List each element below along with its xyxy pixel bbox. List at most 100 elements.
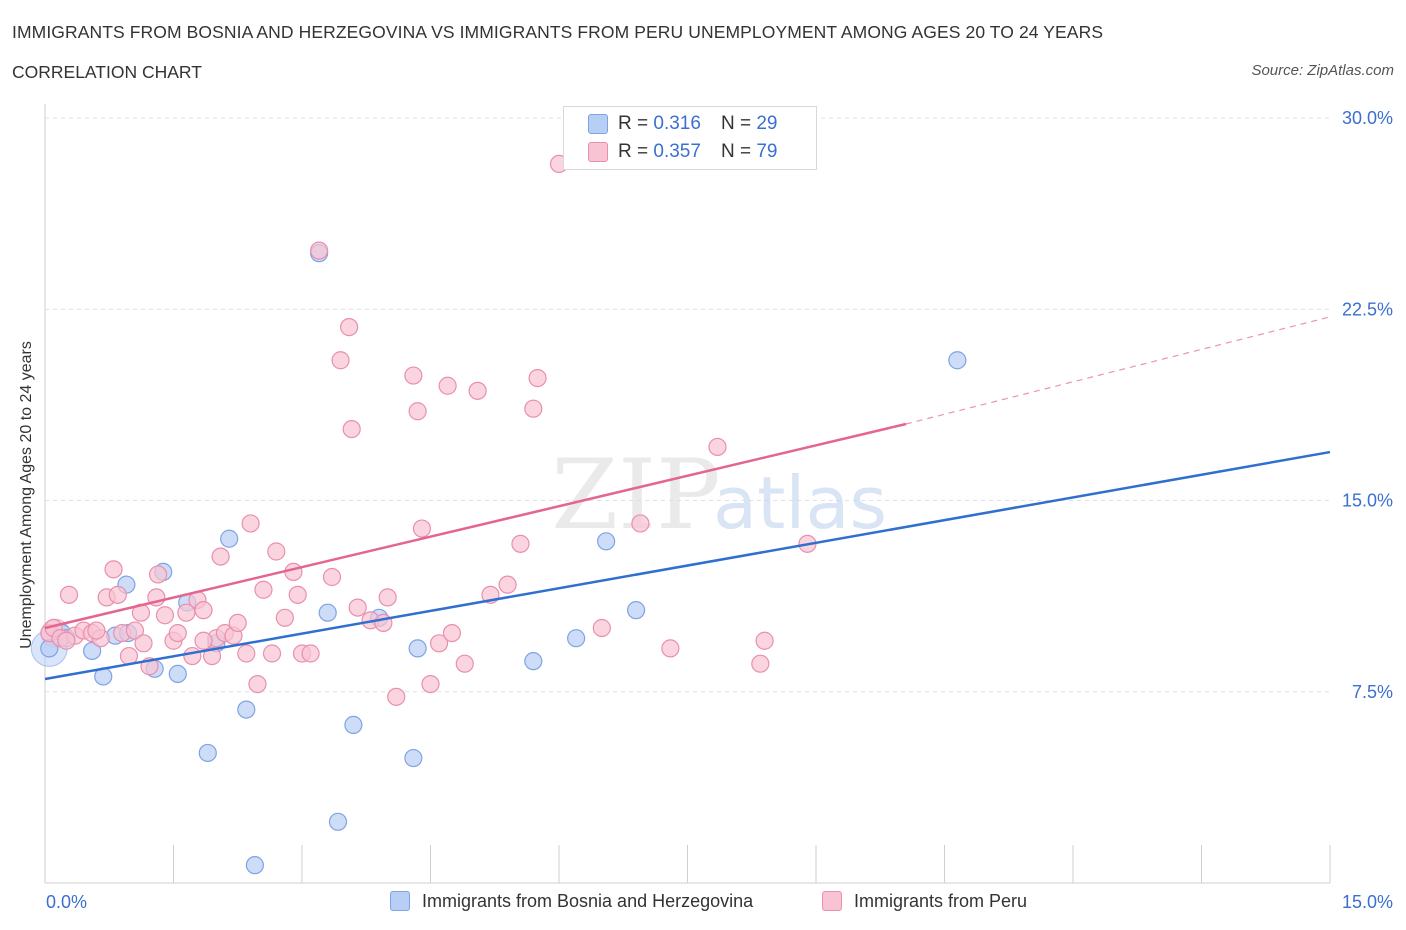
peru-point bbox=[498, 575, 517, 594]
legend-item-peru: Immigrants from Peru bbox=[822, 889, 1027, 913]
bosnia-point bbox=[168, 664, 187, 684]
peru-point bbox=[202, 646, 222, 666]
gridlines bbox=[45, 117, 1330, 693]
peru-point bbox=[194, 631, 213, 650]
peru-point bbox=[322, 567, 342, 587]
peru-point bbox=[631, 514, 650, 533]
bosnia-point bbox=[237, 700, 256, 719]
peru-point bbox=[468, 381, 487, 400]
peru-point bbox=[661, 639, 680, 658]
peru-point bbox=[134, 634, 153, 653]
bosnia-point bbox=[198, 743, 217, 763]
peru-point bbox=[442, 623, 462, 643]
chart-title: IMMIGRANTS FROM BOSNIA AND HERZEGOVINA V… bbox=[12, 22, 1104, 42]
n-label: N = bbox=[720, 141, 752, 162]
bosnia-point bbox=[404, 748, 423, 768]
peru-point bbox=[87, 621, 106, 640]
chart-subtitle: CORRELATION CHART bbox=[12, 62, 202, 82]
peru-point bbox=[57, 631, 76, 650]
bosnia-legend-swatch bbox=[390, 891, 410, 911]
peru-trend-line bbox=[44, 422, 907, 630]
peru-point bbox=[284, 562, 303, 582]
peru-point bbox=[59, 585, 79, 604]
watermark-atlas: atlas bbox=[713, 461, 887, 545]
legend-item-bosnia: Immigrants from Bosnia and Herzegovina bbox=[390, 889, 753, 913]
bosnia-point bbox=[567, 629, 586, 648]
peru-point bbox=[310, 241, 329, 260]
tick-labels: 7.5% 15.0% 22.5% 30.0% 0.0% 15.0% bbox=[46, 108, 1393, 912]
peru-point bbox=[248, 674, 267, 694]
peru-point bbox=[331, 351, 350, 370]
bosnia-trend-line bbox=[44, 450, 1331, 681]
bosnia-point bbox=[318, 603, 337, 622]
peru-point bbox=[168, 623, 187, 643]
y-axis-label: Unemployment Among Ages 20 to 24 years bbox=[18, 341, 35, 649]
bosnia-point bbox=[245, 856, 264, 875]
x-tick-label-max: 15.0% bbox=[1342, 892, 1393, 912]
peru-point bbox=[262, 644, 282, 663]
y-tick-label: 15.0% bbox=[1342, 491, 1393, 511]
r-label: R = bbox=[618, 113, 649, 134]
peru-point bbox=[708, 437, 727, 457]
y-tick-label: 22.5% bbox=[1342, 299, 1393, 319]
r-label: R = bbox=[618, 141, 649, 162]
n-value-bosnia: 29 bbox=[756, 113, 778, 134]
peru-point bbox=[412, 519, 432, 538]
bosnia-point bbox=[597, 532, 616, 551]
peru-point bbox=[211, 547, 230, 566]
peru-point bbox=[404, 366, 423, 385]
peru-point bbox=[429, 634, 449, 653]
correlation-legend: R = 0.316 N = 29 R = 0.357 N = 79 bbox=[563, 106, 817, 170]
peru-point bbox=[148, 565, 168, 584]
n-value-peru: 79 bbox=[756, 141, 778, 162]
scatter-points bbox=[30, 129, 967, 875]
peru-point bbox=[155, 606, 175, 625]
peru-point bbox=[378, 588, 397, 607]
peru-point bbox=[348, 598, 367, 617]
bosnia-point bbox=[524, 652, 543, 671]
peru-point bbox=[342, 420, 361, 439]
peru-point bbox=[194, 601, 213, 620]
peru-point bbox=[104, 560, 123, 579]
y-tick-label: 7.5% bbox=[1352, 682, 1393, 702]
source-label: Source: ZipAtlas.com bbox=[1251, 62, 1394, 79]
peru-point bbox=[237, 644, 256, 663]
peru-swatch bbox=[588, 142, 608, 162]
bosnia-point bbox=[83, 641, 102, 661]
peru-point bbox=[254, 580, 273, 599]
bosnia-point bbox=[408, 639, 427, 658]
peru-point bbox=[408, 402, 427, 421]
peru-point bbox=[421, 674, 440, 694]
r-value-peru: 0.357 bbox=[653, 141, 701, 162]
peru-point bbox=[183, 646, 202, 666]
peru-point bbox=[387, 687, 406, 706]
peru-point bbox=[301, 644, 320, 663]
peru-point bbox=[438, 376, 457, 395]
peru-point bbox=[592, 618, 611, 638]
peru-legend-label: Immigrants from Peru bbox=[854, 890, 1028, 911]
peru-point bbox=[528, 369, 547, 388]
trend-lines bbox=[44, 316, 1331, 681]
legend-row-bosnia: R = 0.316 N = 29 bbox=[588, 113, 777, 135]
y-tick-label: 30.0% bbox=[1342, 108, 1393, 128]
watermark: ZIP atlas bbox=[551, 439, 887, 551]
bosnia-legend-label: Immigrants from Bosnia and Herzegovina bbox=[422, 890, 754, 911]
peru-point bbox=[275, 608, 294, 627]
peru-point bbox=[455, 654, 474, 673]
x-tick-label-min: 0.0% bbox=[46, 892, 87, 912]
n-label: N = bbox=[720, 113, 752, 134]
axes bbox=[44, 104, 1331, 884]
peru-point bbox=[751, 654, 770, 673]
peru-point bbox=[511, 534, 530, 553]
bosnia-point bbox=[948, 351, 967, 370]
peru-point bbox=[241, 514, 260, 533]
legend-row-peru: R = 0.357 N = 79 bbox=[588, 141, 777, 163]
peru-point bbox=[108, 585, 127, 604]
bosnia-point bbox=[626, 601, 646, 620]
peru-point bbox=[125, 621, 145, 640]
peru-point bbox=[267, 542, 286, 561]
peru-point bbox=[340, 318, 359, 337]
peru-point bbox=[524, 399, 543, 418]
peru-point bbox=[755, 631, 774, 650]
